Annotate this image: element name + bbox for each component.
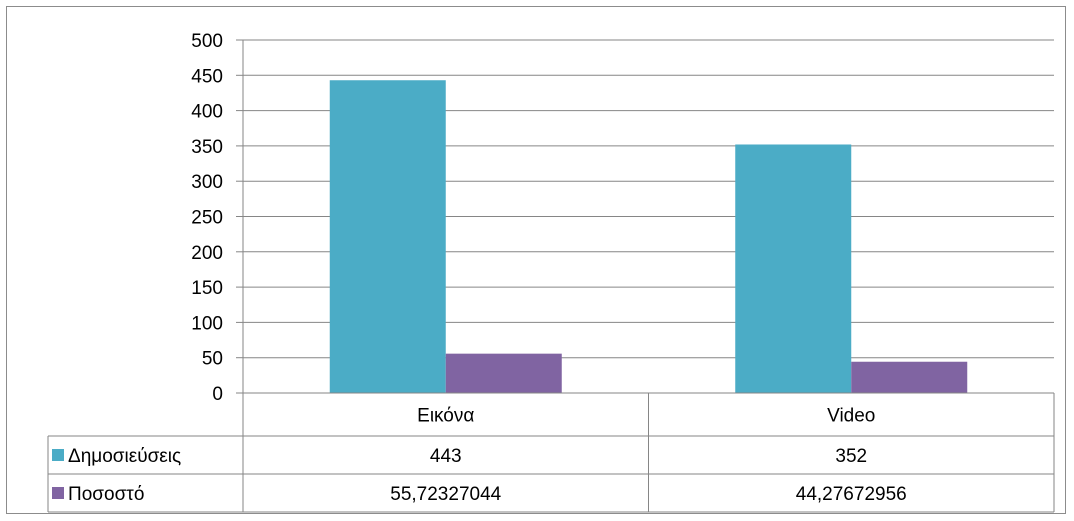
data-label: 443 <box>430 446 462 467</box>
chart-frame <box>6 6 1066 514</box>
data-table: Εικόνα Video Δημοσιεύσεις 443 352 Ποσοστό 55,7… <box>47 392 1055 513</box>
legend-swatch <box>52 487 64 499</box>
y-tick-label: 450 <box>191 66 223 87</box>
bar-series1 <box>735 144 852 393</box>
x-category-label: Video <box>827 406 875 427</box>
data-label: 55,72327044 <box>390 484 501 505</box>
y-tick-label: 0 <box>212 384 223 405</box>
bars <box>329 80 968 393</box>
x-category-label: Εικόνα <box>417 406 474 427</box>
data-label: 44,27672956 <box>796 484 907 505</box>
legend-label: Δημοσιεύσεις <box>68 446 181 467</box>
y-tick-label: 150 <box>191 278 223 299</box>
y-tick-label: 250 <box>191 208 223 229</box>
y-tick-label: 50 <box>202 349 223 370</box>
y-tick-label: 100 <box>191 313 223 334</box>
y-axis-ticks: 0 50 100 150 200 250 300 350 400 450 500 <box>191 31 223 405</box>
legend-label: Ποσοστό <box>68 484 144 505</box>
y-tick-label: 300 <box>191 172 223 193</box>
bar-series2 <box>851 361 968 393</box>
y-tick-label: 350 <box>191 137 223 158</box>
y-tick-label: 500 <box>191 31 223 52</box>
bar-series1 <box>329 80 446 393</box>
legend-swatch <box>52 449 64 461</box>
data-label: 352 <box>835 446 867 467</box>
y-tick-label: 200 <box>191 243 223 264</box>
y-tick-label: 400 <box>191 102 223 123</box>
bar-series2 <box>445 353 562 393</box>
